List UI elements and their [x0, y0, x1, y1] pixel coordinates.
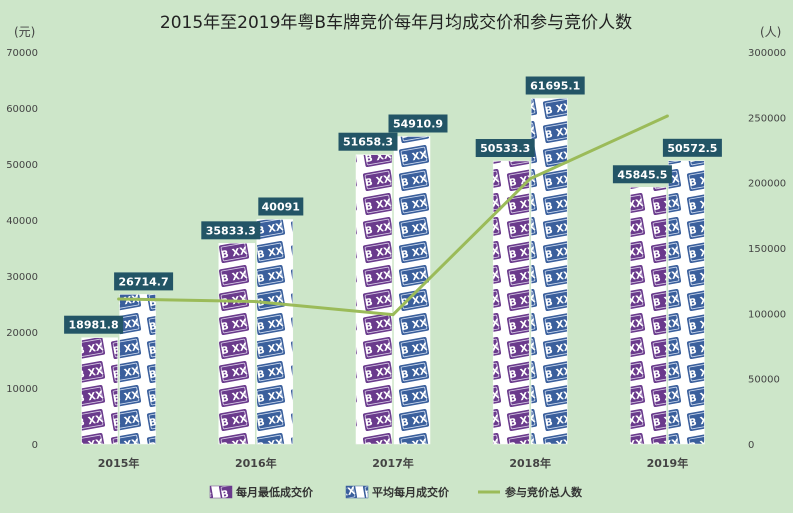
- line-point-2: [391, 313, 395, 317]
- line-point-4: [665, 114, 669, 118]
- label-bar-min-1: 35833.3: [206, 224, 256, 237]
- label-bar-min-3: 50533.3: [480, 142, 530, 155]
- label-bar-avg-0: 26714.7: [119, 275, 169, 288]
- y-left-tick-3: 30000: [6, 272, 38, 283]
- label-bar-avg-1: 40091: [262, 200, 300, 213]
- legend-label-min: 每月最低成交价: [236, 485, 314, 499]
- y-left-tick-7: 70000: [6, 48, 38, 59]
- label-bg-bar-min-1: [201, 221, 261, 240]
- x-tick-3: 2018年: [509, 456, 551, 470]
- bar-min-4: [630, 187, 667, 445]
- label-bar-min-2: 51658.3: [343, 136, 393, 149]
- label-bar-avg-3: 61695.1: [530, 80, 580, 93]
- bar-avg-3: [530, 98, 568, 445]
- y-right-tick-0: 0: [748, 440, 754, 451]
- label-bg-bar-avg-4: [662, 138, 722, 157]
- bar-min-3: [492, 160, 530, 445]
- label-bg-bar-avg-1: [258, 197, 304, 216]
- y-right-tick-6: 300000: [748, 48, 786, 59]
- bar-avg-4: [668, 160, 705, 445]
- x-tick-2: 2017年: [372, 456, 414, 470]
- y-right-tick-5: 250000: [748, 113, 786, 124]
- bars: [81, 98, 705, 445]
- x-tick-4: 2019年: [647, 456, 689, 470]
- legend-item-min: 每月最低成交价: [209, 485, 314, 499]
- legend-swatch-min: [209, 485, 233, 499]
- x-tick-0: 2015年: [98, 456, 140, 470]
- label-bg-bar-min-0: [64, 315, 124, 334]
- legend-item-avg: 平均每月成交价: [345, 485, 450, 499]
- bar-avg-1: [256, 219, 294, 445]
- label-bg-bar-min-4: [612, 165, 672, 184]
- y-left-tick-0: 0: [32, 440, 38, 451]
- bar-avg-0: [119, 294, 156, 445]
- legend-label-total: 参与竞价总人数: [505, 485, 583, 499]
- y-left-tick-5: 50000: [6, 160, 38, 171]
- y-left-axis: 0 10000 20000 30000 40000 50000 60000 70000: [6, 48, 38, 451]
- y-right-axis: 0 50000 100000 150000 200000 250000 300000: [748, 48, 786, 451]
- y-right-unit: (人): [760, 25, 781, 39]
- x-tick-1: 2016年: [235, 456, 277, 470]
- y-right-tick-2: 100000: [748, 309, 786, 320]
- line-point-0: [117, 297, 121, 301]
- y-right-tick-4: 200000: [748, 179, 786, 190]
- y-left-tick-2: 20000: [6, 328, 38, 339]
- y-left-tick-4: 40000: [6, 216, 38, 227]
- legend: 每月最低成交价 平均每月成交价 参与竞价总人数: [209, 485, 583, 499]
- line-point-1: [254, 300, 258, 304]
- label-bar-avg-2: 54910.9: [393, 117, 443, 130]
- label-bar-avg-4: 50572.5: [667, 142, 717, 155]
- label-bg-bar-avg-3: [525, 76, 585, 95]
- legend-swatch-avg: [345, 485, 369, 499]
- line-point-3: [528, 177, 532, 181]
- data-labels: 18981.8 26714.7 35833.3 40091 51658.354910.9…: [64, 76, 722, 334]
- bar-avg-2: [393, 136, 431, 445]
- label-bg-bar-min-3: [475, 139, 535, 158]
- label-bg-bar-avg-0: [114, 272, 174, 291]
- y-left-tick-1: 10000: [6, 384, 38, 395]
- x-axis: 2015年 2016年 2017年 2018年 2019年: [98, 456, 688, 470]
- y-left-tick-6: 60000: [6, 104, 38, 115]
- label-bg-bar-avg-2: [388, 114, 448, 133]
- label-bg-bar-min-2: [338, 132, 398, 151]
- label-bar-min-4: 45845.5: [617, 168, 667, 181]
- bar-min-0: [81, 337, 118, 445]
- y-right-tick-3: 150000: [748, 244, 786, 255]
- y-left-unit: (元): [14, 25, 35, 39]
- chart-title: 2015年至2019年粤B车牌竞价每年月均成交价和参与竞价人数: [160, 13, 632, 33]
- bar-min-2: [355, 154, 393, 445]
- label-bar-min-0: 18981.8: [69, 319, 119, 332]
- legend-label-avg: 平均每月成交价: [372, 485, 450, 499]
- y-right-tick-1: 50000: [748, 375, 780, 386]
- bar-min-1: [218, 243, 256, 445]
- line-layer: [117, 114, 669, 317]
- legend-item-total: 参与竞价总人数: [478, 485, 583, 499]
